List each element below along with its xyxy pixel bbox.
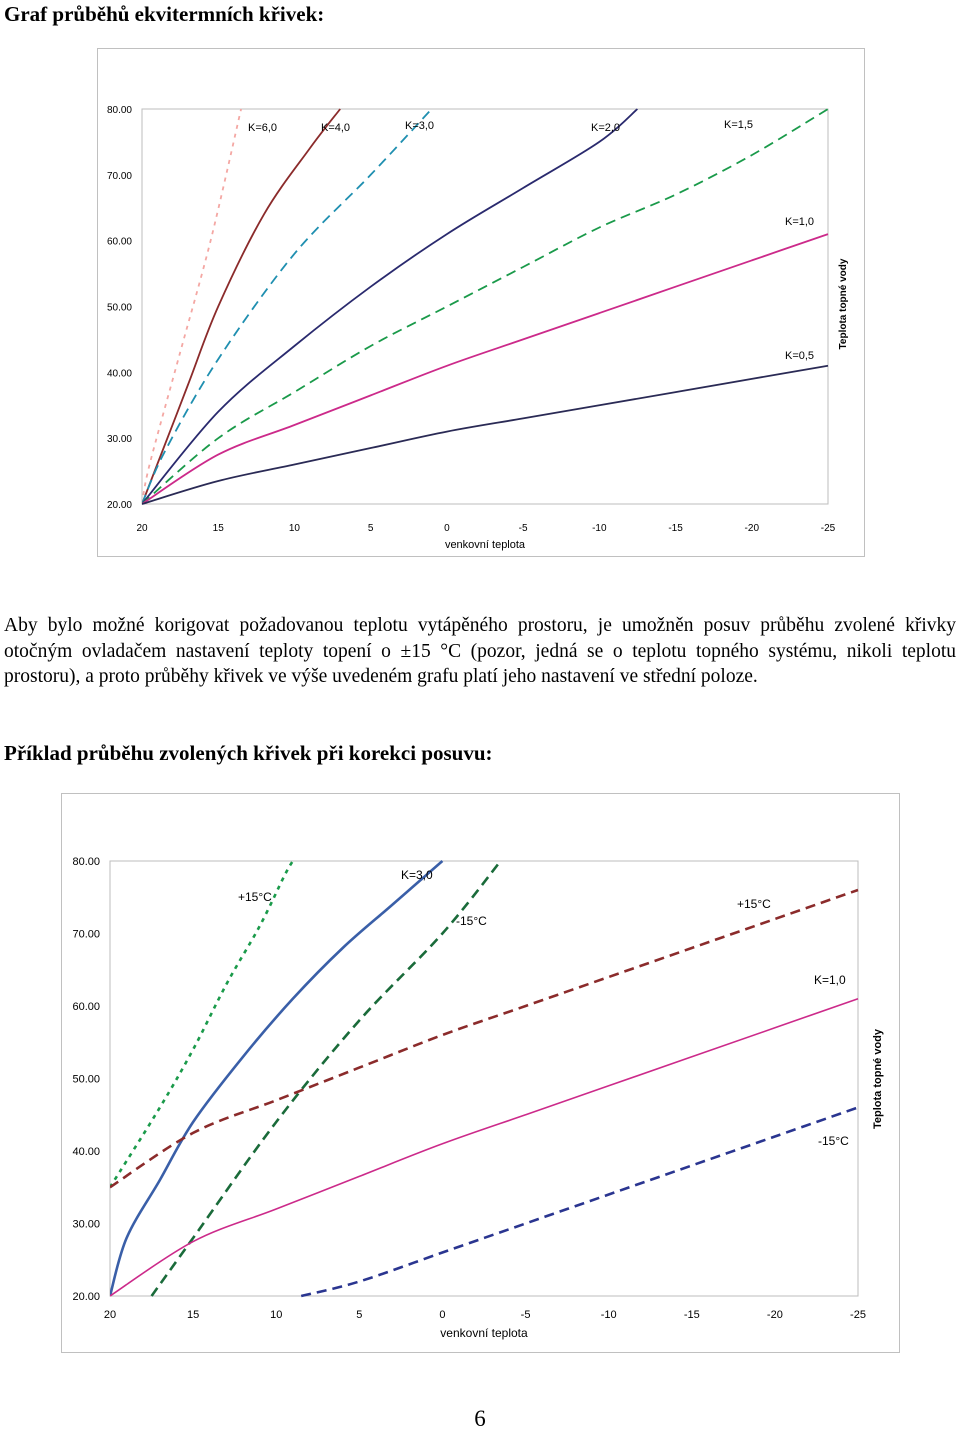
curve-label: K=1,0 <box>785 216 814 228</box>
x-tick-label: 20 <box>104 1309 116 1321</box>
y-tick-label: 60.00 <box>107 237 132 248</box>
curve-label: K=0,5 <box>785 350 814 362</box>
curve-label: K=2,0 <box>591 122 620 134</box>
page-number: 6 <box>474 1406 486 1431</box>
x-tick-label: 10 <box>270 1309 282 1321</box>
x-tick-label: 0 <box>444 523 450 534</box>
curve-label: K=4,0 <box>321 122 350 134</box>
y-tick-label: 30.00 <box>72 1219 100 1231</box>
y-tick-label: 70.00 <box>72 929 100 941</box>
chart2-heading: Příklad průběhu zvolených křivek při kor… <box>4 741 493 765</box>
y-tick-label: 50.00 <box>72 1074 100 1086</box>
series-line <box>142 108 341 505</box>
series-line <box>150 860 502 1297</box>
chart1-area: 20.00 30.00 40.00 50.00 60.00 70.00 80.00 20 15 1… <box>97 48 865 557</box>
curve-label: +15°C <box>737 897 771 911</box>
x-tick-label: 15 <box>213 523 225 534</box>
curve-label: -15°C <box>456 914 487 928</box>
x-tick-label: -20 <box>767 1309 783 1321</box>
y-axis-title: Teplota topné vody <box>872 1028 884 1129</box>
x-tick-label: 20 <box>136 523 148 534</box>
x-tick-label: -25 <box>821 523 836 534</box>
heating-curves-chart: 20.00 30.00 40.00 50.00 60.00 70.00 80.00 20 15 1… <box>107 105 849 551</box>
y-tick-label: 60.00 <box>72 1001 100 1013</box>
series-line <box>142 108 242 505</box>
curve-label: +15°C <box>238 890 272 904</box>
x-tick-label: -15 <box>668 523 683 534</box>
series-line <box>300 1106 859 1298</box>
curve-label: K=1,0 <box>814 973 846 987</box>
series-group <box>110 860 859 1298</box>
x-tick-label: 15 <box>187 1309 199 1321</box>
x-tick-label: -15 <box>684 1309 700 1321</box>
series-line <box>110 998 859 1297</box>
series-line <box>142 108 433 505</box>
curve-label: -15°C <box>818 1134 849 1148</box>
x-tick-label: 10 <box>289 523 301 534</box>
x-axis-title: venkovní teplota <box>445 539 526 551</box>
correction-paragraph: Aby bylo možné korigovat požadovanou tep… <box>4 615 956 687</box>
x-tick-label: -25 <box>850 1309 866 1321</box>
series-line <box>142 108 638 505</box>
chart1-heading: Graf průběhů ekvitermních křivek: <box>4 2 325 26</box>
series-line <box>110 888 859 1189</box>
curve-label: K=3,0 <box>405 120 434 132</box>
plot-area-frame <box>109 860 859 1297</box>
x-tick-label: 5 <box>356 1309 362 1321</box>
curve-label: K=3,0 <box>401 868 433 882</box>
y-tick-label: 40.00 <box>72 1146 100 1158</box>
shifted-curves-chart: 20.00 30.00 40.00 50.00 60.00 70.00 80.00 20 15 1… <box>72 856 884 1340</box>
y-tick-label: 70.00 <box>107 171 132 182</box>
x-tick-label: -10 <box>601 1309 617 1321</box>
y-tick-label: 50.00 <box>107 303 132 314</box>
series-line <box>142 233 829 505</box>
y-tick-label: 40.00 <box>107 368 132 379</box>
x-tick-label: -10 <box>592 523 607 534</box>
series-line <box>142 364 829 505</box>
series-line <box>142 108 829 505</box>
series-line <box>110 860 294 1188</box>
plot-area-frame <box>141 108 829 505</box>
y-tick-label: 80.00 <box>72 856 100 868</box>
y-tick-label: 20.00 <box>107 500 132 511</box>
x-tick-label: 5 <box>368 523 374 534</box>
y-tick-label: 80.00 <box>107 105 132 116</box>
x-tick-label: -20 <box>745 523 760 534</box>
x-tick-label: 0 <box>439 1309 445 1321</box>
y-axis-title: Teplota topné vody <box>838 258 849 349</box>
x-tick-label: -5 <box>519 523 528 534</box>
series-line <box>110 860 444 1297</box>
x-tick-label: -5 <box>521 1309 531 1321</box>
y-tick-label: 20.00 <box>72 1291 100 1303</box>
series-group <box>142 108 829 505</box>
y-tick-label: 30.00 <box>107 434 132 445</box>
curve-label: K=1,5 <box>724 119 753 131</box>
curve-label: K=6,0 <box>248 122 277 134</box>
chart2-area: 20.00 30.00 40.00 50.00 60.00 70.00 80.00 20 15 1… <box>61 793 900 1353</box>
x-axis-title: venkovní teplota <box>440 1326 528 1340</box>
